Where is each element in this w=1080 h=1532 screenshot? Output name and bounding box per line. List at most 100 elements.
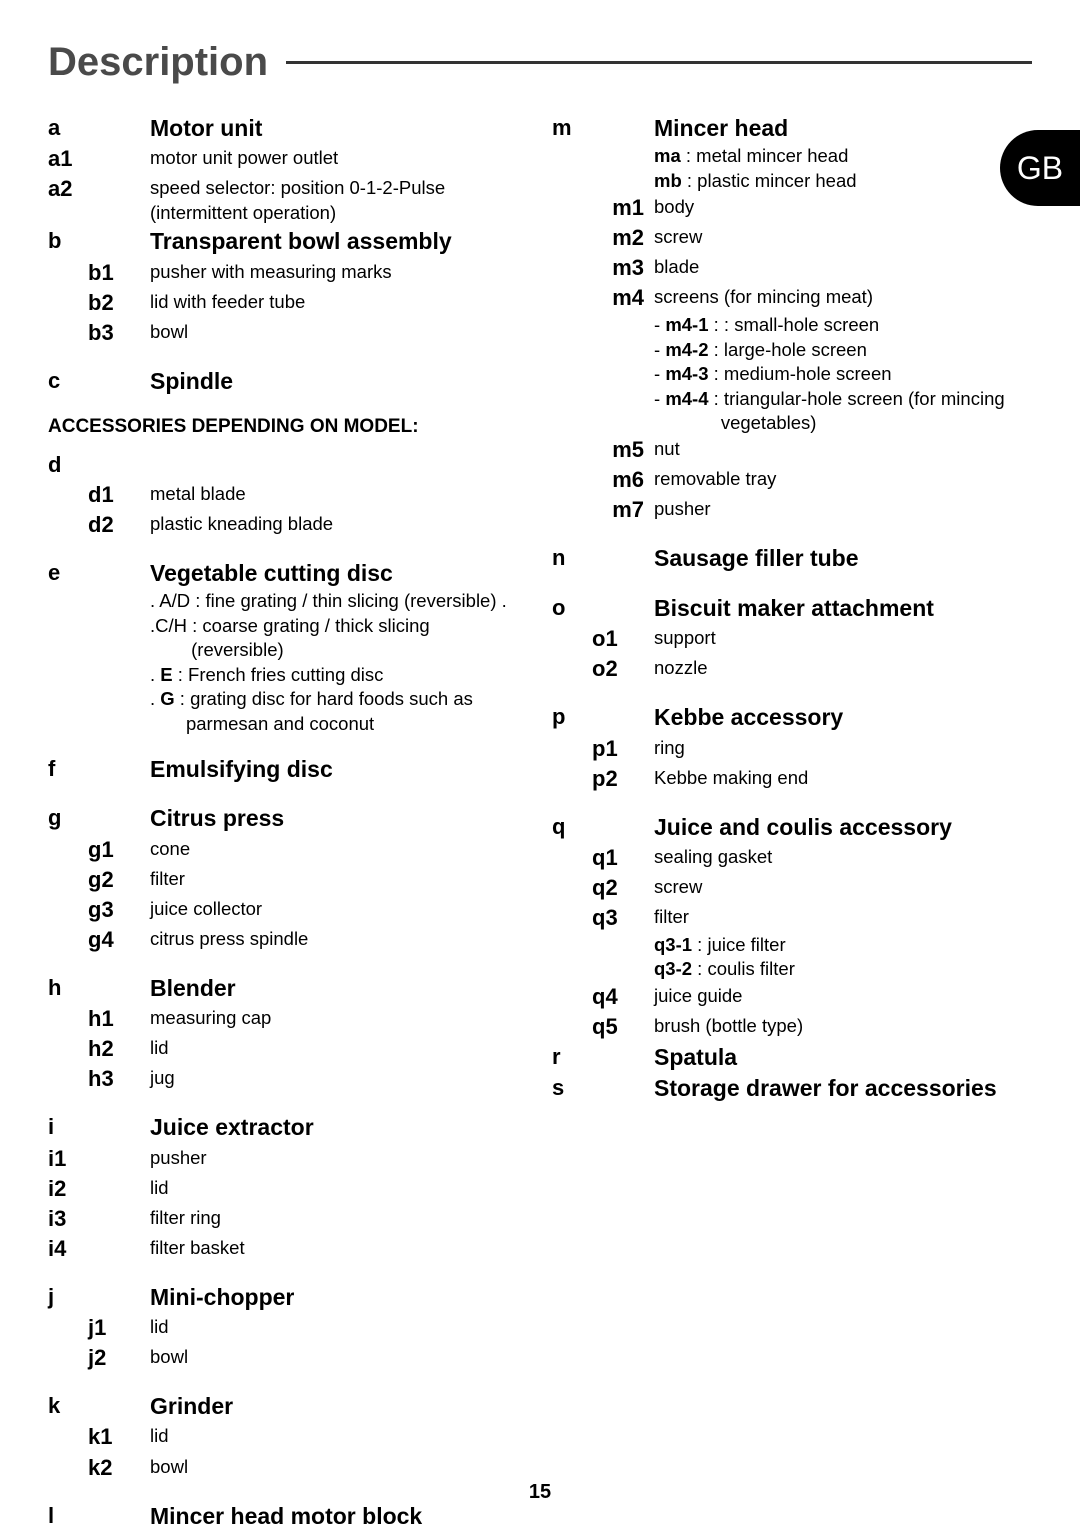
m-mb: mb : plastic mincer head xyxy=(654,169,1032,193)
text-g4: citrus press spindle xyxy=(150,925,528,954)
item-j: j Mini-chopper xyxy=(48,1282,528,1312)
item-q: q Juice and coulis accessory xyxy=(552,812,1032,842)
item-m3: m3blade xyxy=(552,253,1032,282)
m4-1: - m4-1 : : small-hole screen xyxy=(654,313,1032,337)
code-h3: h3 xyxy=(88,1064,114,1093)
text-b2: lid with feeder tube xyxy=(150,288,528,317)
e-note-G2: parmesan and coconut xyxy=(150,712,528,736)
code-n: n xyxy=(552,543,592,573)
right-column: m Mincer head ma : metal mincer head mb … xyxy=(552,113,1032,1532)
code-q3: q3 xyxy=(592,903,618,932)
code-g1: g1 xyxy=(88,835,114,864)
code-a2: a2 xyxy=(48,174,88,225)
m4-2: - m4-2 : large-hole screen xyxy=(654,338,1032,362)
text-i3: filter ring xyxy=(150,1204,528,1233)
code-q5: q5 xyxy=(592,1012,618,1041)
item-g2: g2 filter xyxy=(48,865,528,894)
label-m: Mincer head xyxy=(654,113,1032,143)
code-p2: p2 xyxy=(592,764,618,793)
code-k2: k2 xyxy=(88,1453,112,1482)
item-g1: g1 cone xyxy=(48,835,528,864)
label-s: Storage drawer for accessories xyxy=(654,1073,1032,1103)
code-e: e xyxy=(48,558,88,588)
item-d1: d1 metal blade xyxy=(48,480,528,509)
title-rule xyxy=(286,61,1032,64)
label-b: Transparent bowl assembly xyxy=(150,226,528,256)
label-g: Citrus press xyxy=(150,803,528,833)
item-h2: h2lid xyxy=(48,1034,528,1063)
item-i1: i1pusher xyxy=(48,1144,528,1173)
code-a1: a1 xyxy=(48,144,88,173)
text-h1: measuring cap xyxy=(150,1004,528,1033)
item-g: g Citrus press xyxy=(48,803,528,833)
text-g2: filter xyxy=(150,865,528,894)
text-j2: bowl xyxy=(150,1343,528,1372)
code-h1: h1 xyxy=(88,1004,114,1033)
item-k1: k1lid xyxy=(48,1422,528,1451)
code-g2: g2 xyxy=(88,865,114,894)
code-i3: i3 xyxy=(48,1204,88,1233)
item-m4: m4screens (for mincing meat) xyxy=(552,283,1032,312)
item-q3: q3filter xyxy=(552,903,1032,932)
m4-4b: vegetables) xyxy=(654,411,1032,435)
accessories-heading: ACCESSORIES DEPENDING ON MODEL: xyxy=(48,416,528,438)
e-note-2: .C/H : coarse grating / thick slicing xyxy=(150,614,528,638)
m4-4: - m4-4 : triangular-hole screen (for min… xyxy=(654,387,1032,411)
text-q2: screw xyxy=(654,873,1032,902)
code-d1: d1 xyxy=(88,480,114,509)
text-o1: support xyxy=(654,624,1032,653)
code-k1: k1 xyxy=(88,1422,112,1451)
code-m3: m3 xyxy=(612,253,644,282)
text-q1: sealing gasket xyxy=(654,843,1032,872)
code-j2: j2 xyxy=(88,1343,106,1372)
item-j1: j1lid xyxy=(48,1313,528,1342)
item-q5: q5brush (bottle type) xyxy=(552,1012,1032,1041)
label-c: Spindle xyxy=(150,366,528,396)
code-m5: m5 xyxy=(612,435,644,464)
item-s: s Storage drawer for accessories xyxy=(552,1073,1032,1103)
item-m2: m2screw xyxy=(552,223,1032,252)
item-m5: m5nut xyxy=(552,435,1032,464)
item-l: l Mincer head motor block xyxy=(48,1501,528,1531)
label-i: Juice extractor xyxy=(150,1112,528,1142)
code-q2: q2 xyxy=(592,873,618,902)
text-m2: screw xyxy=(654,223,1032,252)
item-q4: q4juice guide xyxy=(552,982,1032,1011)
code-b2: b2 xyxy=(88,288,114,317)
code-g4: g4 xyxy=(88,925,114,954)
text-j1: lid xyxy=(150,1313,528,1342)
item-j2: j2 bowl xyxy=(48,1343,528,1372)
code-p: p xyxy=(552,702,592,732)
code-p1: p1 xyxy=(592,734,618,763)
item-k2: k2 bowl xyxy=(48,1453,528,1482)
text-m4: screens (for mincing meat) xyxy=(654,283,1032,312)
item-b1: b1 pusher with measuring marks xyxy=(48,258,528,287)
page-number: 15 xyxy=(0,1481,1080,1504)
code-i2: i2 xyxy=(48,1174,88,1203)
item-i: i Juice extractor xyxy=(48,1112,528,1142)
code-g3: g3 xyxy=(88,895,114,924)
label-j: Mini-chopper xyxy=(150,1282,528,1312)
text-p2: Kebbe making end xyxy=(654,764,1032,793)
code-m6: m6 xyxy=(612,465,644,494)
text-i4: filter basket xyxy=(150,1234,528,1263)
code-k: k xyxy=(48,1391,88,1421)
label-l: Mincer head motor block xyxy=(150,1501,528,1531)
code-b1: b1 xyxy=(88,258,114,287)
text-b3: bowl xyxy=(150,318,528,347)
label-k: Grinder xyxy=(150,1391,528,1421)
text-a1: motor unit power outlet xyxy=(150,144,528,173)
text-k2: bowl xyxy=(150,1453,528,1482)
code-o2: o2 xyxy=(592,654,618,683)
code-l: l xyxy=(48,1501,88,1531)
title-row: Description xyxy=(48,40,1032,85)
item-a1: a1 motor unit power outlet xyxy=(48,144,528,173)
code-g: g xyxy=(48,803,88,833)
label-o: Biscuit maker attachment xyxy=(654,593,1032,623)
item-h: h Blender xyxy=(48,973,528,1003)
text-g1: cone xyxy=(150,835,528,864)
item-i2: i2lid xyxy=(48,1174,528,1203)
code-a: a xyxy=(48,113,88,143)
item-m1: m1body xyxy=(552,193,1032,222)
m-ma: ma : metal mincer head xyxy=(654,144,1032,168)
